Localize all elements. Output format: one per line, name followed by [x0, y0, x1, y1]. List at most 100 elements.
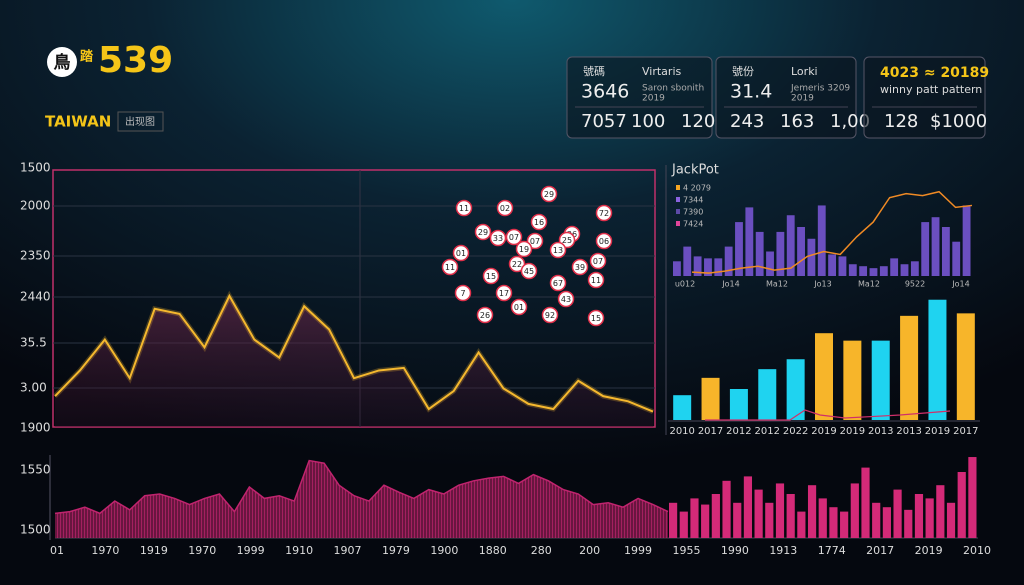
legend-label: 7424 — [683, 220, 703, 229]
card-main: 3646 — [581, 81, 629, 103]
bar — [755, 231, 764, 276]
ball-number: 25 — [562, 236, 572, 245]
lottery-ball — [489, 229, 507, 247]
bar — [925, 498, 934, 538]
bar — [921, 222, 930, 276]
bar — [733, 502, 742, 538]
bar — [850, 483, 859, 538]
x-tick-label: 1907 — [334, 544, 362, 557]
bar — [828, 254, 837, 276]
x-tick-label: Jo13 — [813, 280, 831, 289]
x-tick-label: 2013 — [896, 426, 921, 437]
bar — [807, 238, 816, 276]
bar — [807, 485, 817, 538]
lottery-ball — [452, 244, 470, 262]
legend-label: 7390 — [683, 208, 703, 217]
lottery-ball — [526, 232, 544, 250]
logo-glyph: 鳥 — [54, 52, 71, 73]
bar — [957, 472, 966, 538]
y-tick-label: 1500 — [20, 161, 51, 175]
lottery-ball — [474, 223, 492, 241]
ball-number: 11 — [591, 276, 601, 285]
bar — [900, 315, 919, 420]
x-tick-label: 1774 — [818, 544, 846, 557]
bar — [758, 369, 777, 420]
ball-number: 02 — [500, 204, 510, 213]
ball-number: 33 — [493, 234, 503, 243]
bar — [786, 359, 805, 420]
y-tick-label: 3.00 — [20, 381, 47, 395]
card-label: 號碼 — [583, 65, 605, 78]
bar — [859, 266, 868, 276]
bar — [797, 227, 805, 276]
lottery-ball — [520, 262, 538, 280]
logo-badge — [47, 47, 77, 77]
x-tick-label: 2019 — [915, 544, 943, 557]
x-tick-label: 2012 — [726, 426, 751, 437]
x-tick-label: 1990 — [721, 544, 749, 557]
ball-number: 07 — [593, 257, 603, 266]
card-value: 7057 — [581, 111, 627, 132]
bar — [818, 498, 827, 538]
bar — [673, 395, 692, 420]
bar — [711, 494, 720, 538]
ball-number: 01 — [456, 249, 466, 258]
bar — [743, 476, 753, 538]
y-tick-label: 2440 — [20, 290, 51, 304]
lottery-ball — [595, 204, 613, 222]
lottery-ball — [540, 185, 558, 203]
card — [715, 56, 857, 139]
bar — [946, 502, 956, 538]
bar — [840, 511, 849, 538]
lottery-ball — [587, 309, 605, 327]
bar — [941, 227, 950, 276]
x-tick-label: 2010 — [963, 544, 991, 557]
bar — [872, 502, 881, 538]
lottery-ball — [482, 267, 500, 285]
ball-number: 26 — [480, 311, 490, 320]
x-tick-label: 280 — [531, 544, 552, 557]
y-tick-label: 2000 — [20, 199, 51, 213]
x-tick-label: 01 — [50, 544, 64, 557]
bar — [735, 222, 743, 276]
bar — [729, 389, 748, 420]
legend-swatch — [676, 185, 680, 190]
bar — [683, 246, 692, 276]
legend-swatch — [676, 197, 680, 202]
lottery-ball — [454, 284, 472, 302]
ball-number: 72 — [599, 209, 609, 218]
ball-number: 13 — [553, 246, 563, 255]
x-tick-label: 1955 — [672, 544, 700, 557]
x-tick-label: 1900 — [430, 544, 458, 557]
bar — [890, 258, 899, 276]
x-tick-label: 1999 — [237, 544, 265, 557]
bar — [775, 483, 785, 538]
bar — [745, 207, 754, 276]
bar — [829, 507, 838, 538]
x-tick-label: 2019 — [840, 426, 865, 437]
bar — [815, 333, 833, 420]
bar — [765, 502, 774, 538]
lottery-ball — [515, 240, 533, 258]
bar — [900, 264, 909, 276]
legend-swatch — [676, 209, 680, 214]
bar — [754, 489, 763, 538]
bar — [724, 246, 733, 276]
lottery-ball — [587, 271, 605, 289]
x-tick-label: 1919 — [140, 544, 168, 557]
bar — [722, 480, 731, 538]
ball-number: 45 — [524, 267, 534, 276]
lottery-ball — [571, 258, 589, 276]
y-tick-label: 1900 — [20, 421, 51, 435]
card-title: Lorki — [791, 65, 818, 78]
card-value: 163 — [780, 111, 814, 132]
bar — [869, 268, 878, 276]
x-tick-label: 1913 — [769, 544, 797, 557]
x-tick-label: 1970 — [91, 544, 119, 557]
ball-number: 19 — [519, 245, 529, 254]
x-tick-label: 2019 — [925, 426, 950, 437]
line-series — [691, 190, 973, 274]
card-value: 120 — [681, 111, 715, 132]
lottery-ball — [495, 284, 513, 302]
x-tick-label: Ma12 — [766, 280, 788, 289]
